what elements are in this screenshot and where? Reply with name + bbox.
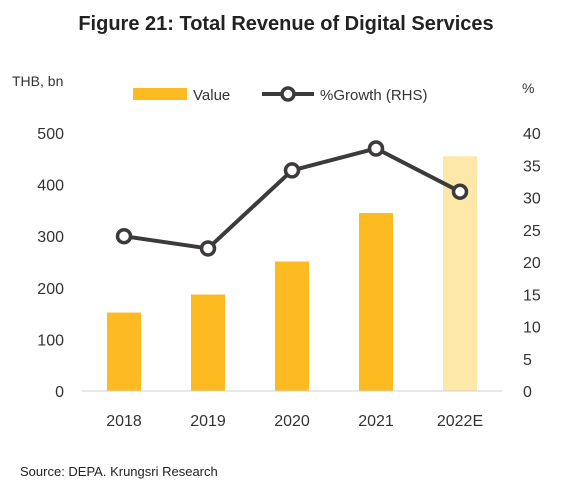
right-tick-label: 10: [523, 320, 541, 337]
growth-point: [283, 162, 301, 179]
legend-value-label: Value: [193, 87, 230, 104]
left-tick-label: 300: [37, 229, 64, 246]
chart-title: Figure 21: Total Revenue of Digital Serv…: [78, 13, 493, 35]
x-tick-label: 2022E: [437, 413, 483, 430]
growth-point: [451, 183, 469, 200]
left-axis-unit: THB, bn: [12, 73, 63, 89]
left-tick-label: 500: [37, 126, 64, 143]
left-tick-label: 400: [37, 178, 64, 195]
growth-point: [367, 140, 385, 157]
right-tick-label: 0: [523, 384, 532, 401]
right-tick-label: 25: [523, 223, 541, 240]
left-tick-label: 0: [55, 384, 64, 401]
growth-point: [199, 240, 217, 257]
left-axis: 0 100 200 300 400 500: [37, 126, 64, 401]
x-tick-label: 2018: [106, 413, 142, 430]
right-tick-label: 35: [523, 158, 541, 175]
value-bar: [107, 312, 141, 391]
legend-growth-label: %Growth (RHS): [320, 87, 428, 104]
right-tick-label: 15: [523, 287, 541, 304]
value-bars: [107, 156, 477, 391]
x-tick-label: 2021: [358, 413, 394, 430]
right-tick-label: 5: [523, 352, 532, 369]
growth-line-series: [115, 140, 469, 257]
source-note: Source: DEPA. Krungsri Research: [20, 464, 218, 479]
right-tick-label: 40: [523, 126, 541, 143]
left-tick-label: 200: [37, 281, 64, 298]
right-axis: 0 5 10 15 20 25 30 35 40: [523, 126, 541, 401]
right-axis-unit: %: [522, 80, 534, 96]
x-axis: 2018 2019 2020 2021 2022E: [106, 413, 483, 430]
right-tick-label: 30: [523, 191, 541, 208]
right-tick-label: 20: [523, 255, 541, 272]
x-tick-label: 2019: [190, 413, 226, 430]
growth-point: [115, 227, 133, 245]
legend-value-swatch: [133, 88, 187, 100]
legend-growth-marker: [280, 86, 296, 102]
left-tick-label: 100: [37, 332, 64, 349]
value-bar: [359, 212, 393, 391]
legend: Value %Growth (RHS): [133, 86, 428, 104]
value-bar: [275, 261, 309, 391]
value-bar: [191, 294, 225, 391]
x-tick-label: 2020: [274, 413, 310, 430]
